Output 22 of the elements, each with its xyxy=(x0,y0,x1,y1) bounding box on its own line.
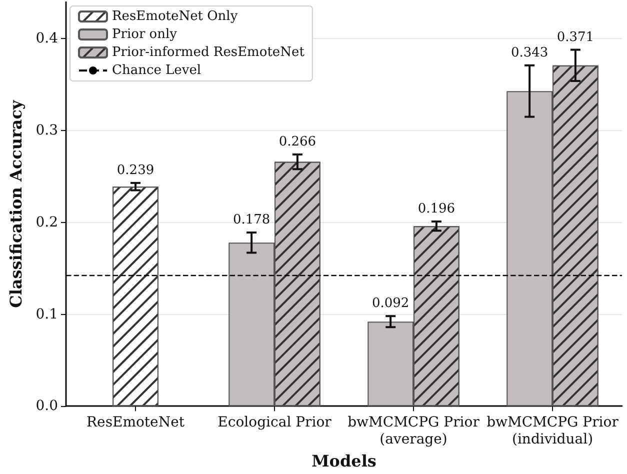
data-label: 0.239 xyxy=(116,162,154,178)
x-tick-label: ResEmoteNet xyxy=(86,414,185,431)
y-tick-label: 0.2 xyxy=(36,214,58,230)
data-label: 0.266 xyxy=(278,134,316,150)
legend-label: ResEmoteNet Only xyxy=(112,9,238,24)
legend-label: Chance Level xyxy=(112,63,202,78)
y-tick-label: 0.3 xyxy=(36,122,58,139)
x-tick-label: bwMCMCPG Prior (average) xyxy=(348,414,480,448)
y-tick-label: 0.1 xyxy=(36,306,58,322)
y-tick-label: 0.4 xyxy=(36,30,58,47)
data-label: 0.196 xyxy=(418,202,456,216)
data-label: 0.343 xyxy=(510,45,548,60)
x-axis-title: Models xyxy=(312,452,376,470)
y-axis-title: Classification Accuracy xyxy=(6,99,26,308)
legend-label: Prior only xyxy=(112,27,178,42)
data-label: 0.092 xyxy=(372,296,410,312)
y-tick-label: 0.0 xyxy=(36,398,58,414)
x-tick-label: bwMCMCPG Prior (individual) xyxy=(486,414,619,448)
data-label: 0.371 xyxy=(556,30,594,45)
legend-label: Prior-informed ResEmoteNet xyxy=(112,45,306,60)
x-tick-label: Ecological Prior xyxy=(218,414,332,431)
data-label: 0.178 xyxy=(232,212,270,228)
